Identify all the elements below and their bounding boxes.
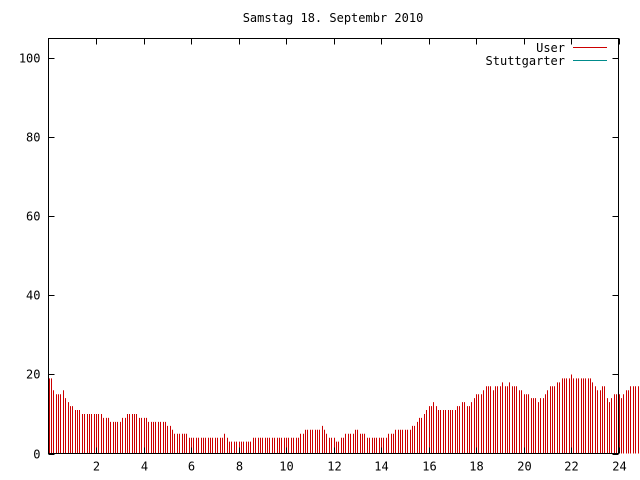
x-tick-label: 20	[517, 460, 531, 474]
y-tick-label: 0	[33, 448, 40, 462]
x-tick-label: 2	[93, 460, 100, 474]
x-tick-label: 16	[422, 460, 436, 474]
x-tick-label: 8	[236, 460, 243, 474]
chart-title: Samstag 18. Septembr 2010	[243, 11, 424, 25]
y-tick-label: 60	[26, 210, 40, 224]
x-tick-label: 6	[188, 460, 195, 474]
x-tick-label: 4	[141, 460, 148, 474]
x-tick-label: 12	[327, 460, 341, 474]
plot-frame	[48, 38, 619, 454]
y-tick-label: 20	[26, 368, 40, 382]
y-tick-label: 40	[26, 289, 40, 303]
y-tick-label: 100	[19, 52, 41, 66]
x-tick-label: 14	[374, 460, 388, 474]
x-axis: 2 4 6 8 10 12 14 16 18 20 22 24	[93, 38, 627, 474]
x-tick-label: 10	[279, 460, 293, 474]
x-tick-label: 22	[564, 460, 578, 474]
bar-series-user	[49, 374, 639, 454]
legend-label: User	[536, 41, 565, 55]
x-tick-label: 24	[612, 460, 626, 474]
legend-label: Stuttgarter	[486, 54, 565, 68]
x-tick-label: 18	[469, 460, 483, 474]
y-tick-label: 80	[26, 131, 40, 145]
y-axis: 0 20 40 60 80 100	[19, 52, 619, 462]
